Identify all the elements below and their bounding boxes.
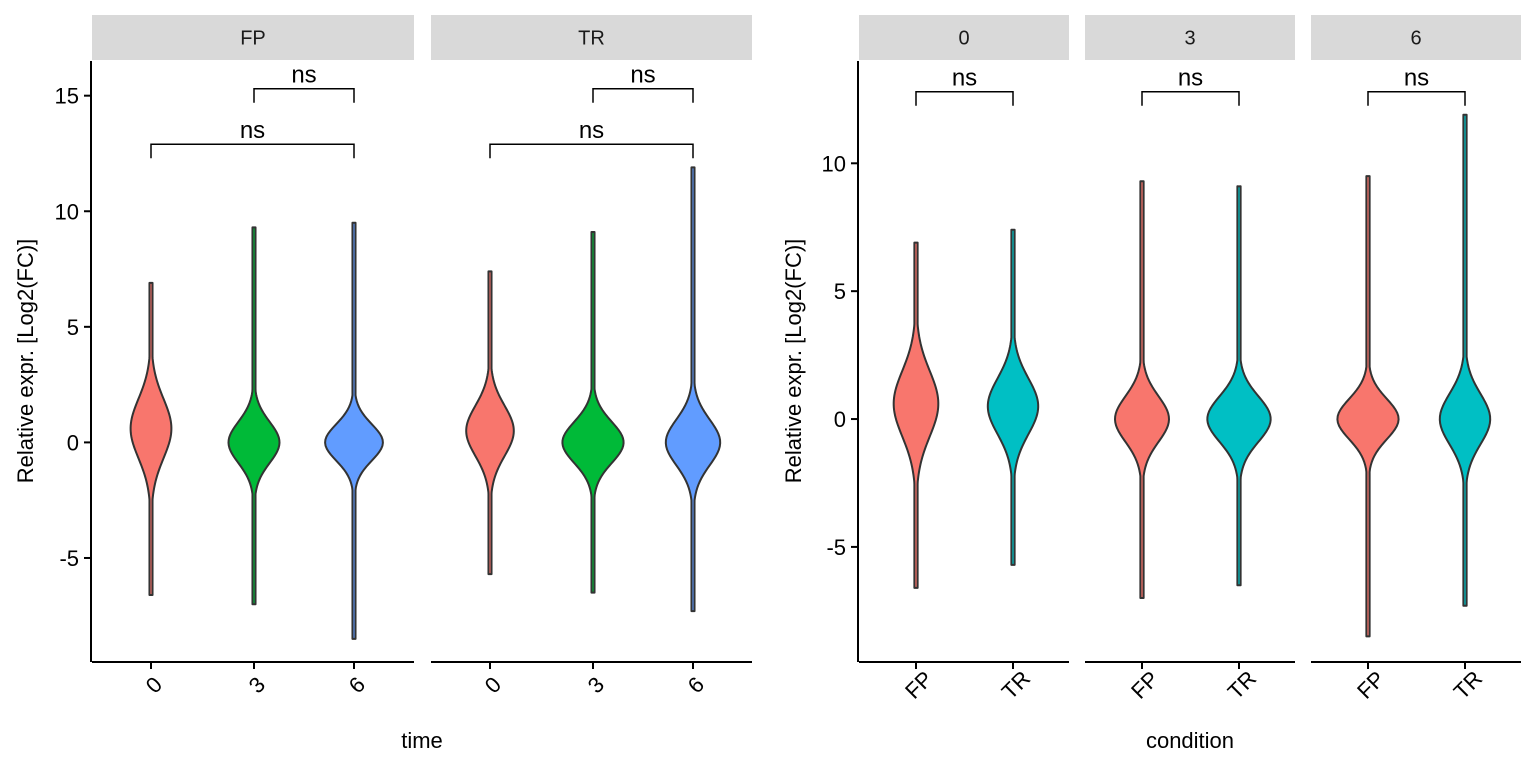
y-tick-label: 15 [55,84,79,109]
significance-label: ns [630,62,655,89]
y-tick-label: 10 [55,199,79,224]
x-tick-label: 0 [480,672,506,698]
x-tick-label: 3 [583,672,609,698]
x-tick-label: FP [1126,666,1164,704]
violin-FP-0 [129,281,173,596]
x-tick-label: TR [1449,666,1487,704]
y-tick-label: 0 [834,407,846,432]
facet-panel-TR: TR 0 3 6 ns ns [431,15,752,698]
y-tick-label: -5 [826,535,846,560]
facet-panel-6: 6 FP TR ns [1311,15,1521,704]
significance-bracket [1141,90,1240,106]
significance-bracket [489,143,694,159]
facet-strip [859,15,1069,60]
violin-6-TR [1438,113,1492,607]
facet-panel-FP: FP 0 3 6 ns ns [92,15,414,698]
violin-TR-0 [465,270,515,576]
facet-strip-label: TR [578,28,605,50]
violin-0-TR [986,228,1040,566]
facet-strip-label: FP [240,28,266,50]
y-tick-label: -5 [59,546,79,571]
x-tick-label: 6 [683,672,709,698]
x-tick-label: TR [997,666,1035,704]
x-tick-label: FP [1352,666,1390,704]
significance-bracket [915,90,1014,106]
y-tick-label: 5 [67,315,79,340]
significance-label: ns [240,117,265,144]
facet-strip-label: 3 [1184,28,1195,50]
violin-TR-6 [664,166,722,613]
violin-FP-6 [324,221,384,640]
x-tick-label: 3 [244,672,270,698]
x-tick-label: 6 [344,672,370,698]
y-axis-title: Relative expr. [Log2(FC)] [13,239,38,484]
x-tick-label: FP [900,666,938,704]
significance-label: ns [291,62,316,89]
facet-strip-label: 0 [958,28,969,50]
x-axis-title: condition [1146,728,1234,753]
x-axis-title: time [401,728,443,753]
facet-strip [1085,15,1295,60]
violin-6-FP [1336,175,1400,638]
x-tick-label: TR [1223,666,1261,704]
significance-label: ns [1178,65,1203,92]
facet-panel-3: 3 FP TR ns [1085,15,1295,704]
significance-bracket [592,87,694,103]
violin-FP-3 [227,226,281,606]
y-tick-label: 10 [822,151,846,176]
chart-panel-group-0: -5 0 5 10 15 Relative expr. [Log2(FC)] time FP 0… [13,15,752,753]
significance-bracket [150,143,355,159]
x-tick-label: 0 [141,672,167,698]
y-tick-label: 0 [67,430,79,455]
facet-strip [1311,15,1521,60]
significance-label: ns [1404,65,1429,92]
significance-label: ns [579,117,604,144]
facet-strip-label: 6 [1410,28,1421,50]
facet-strip [431,15,752,60]
violin-3-FP [1114,180,1170,600]
violin-3-TR [1206,185,1272,587]
y-tick-label: 5 [834,279,846,304]
significance-bracket [253,87,355,103]
y-axis-title: Relative expr. [Log2(FC)] [781,239,806,484]
chart-panel-group-1: -5 0 5 10 Relative expr. [Log2(FC)] condition… [781,15,1521,753]
violin-0-FP [892,241,940,589]
significance-bracket [1367,90,1466,106]
significance-label: ns [952,65,977,92]
facet-panel-0: 0 FP TR ns [859,15,1069,704]
facet-strip [92,15,414,60]
violin-TR-3 [561,231,625,594]
